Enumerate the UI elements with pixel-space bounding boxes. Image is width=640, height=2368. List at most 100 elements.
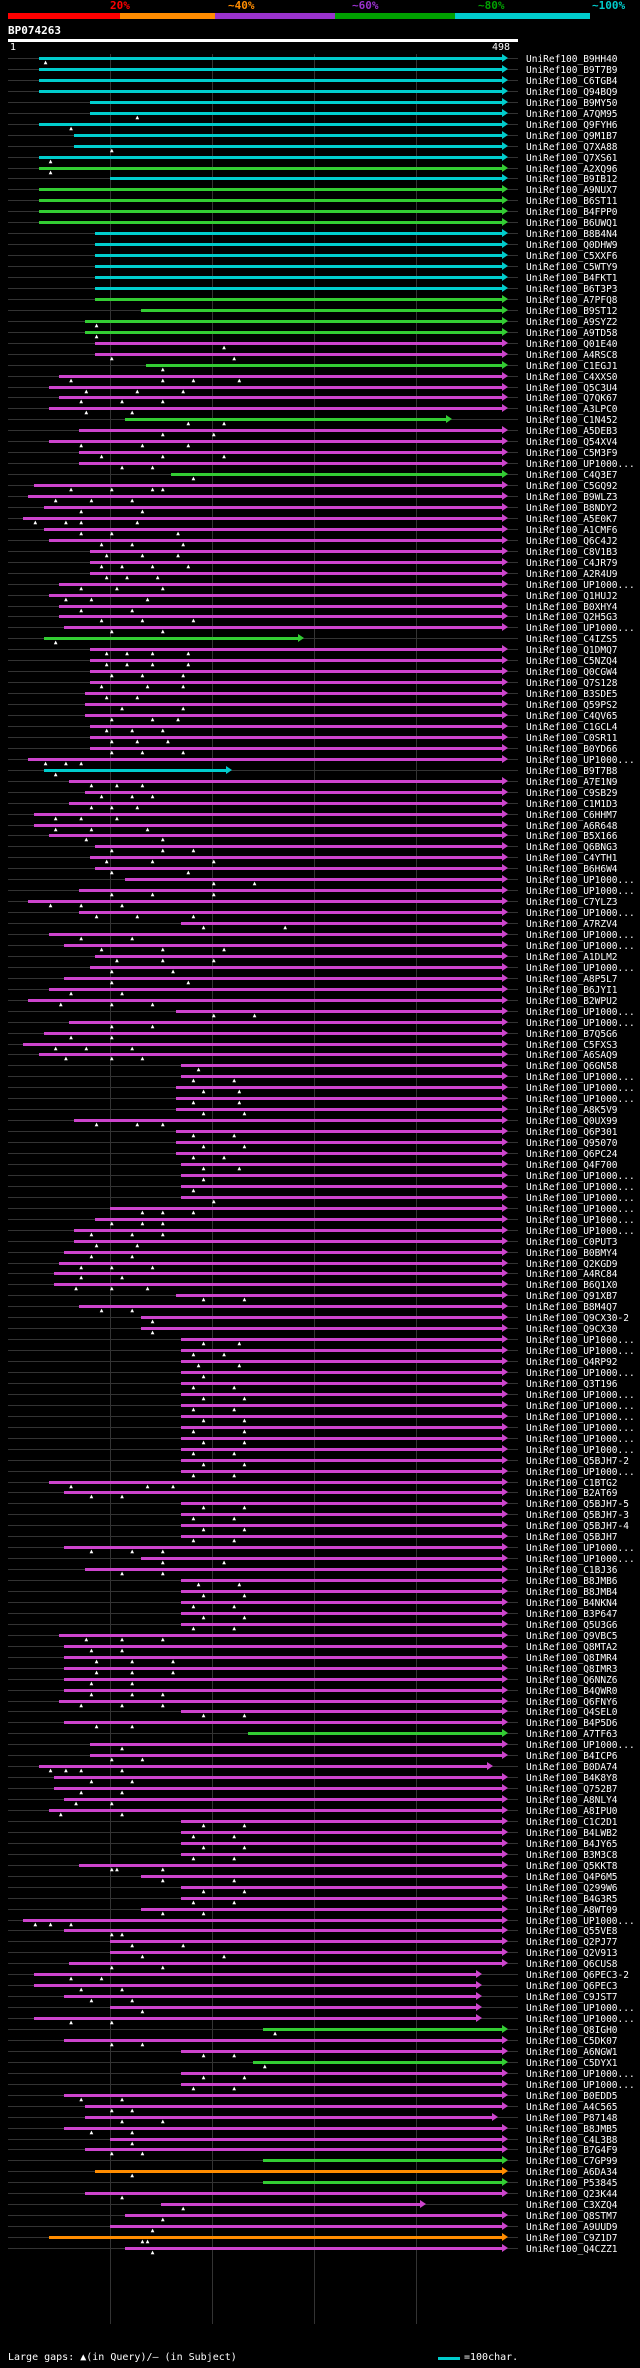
hit-row[interactable]: ▲ ▲ ▲ UniRef100_UP1000... xyxy=(0,940,640,952)
hit-label[interactable]: UniRef100_B4P5D6 xyxy=(526,1718,618,1730)
hit-row[interactable]: ▲ ▲ UniRef100_Q2PJ77 xyxy=(0,1937,640,1949)
hit-label[interactable]: UniRef100_UP1000... xyxy=(526,1422,635,1434)
hit-row[interactable]: UniRef100_B4FKT1 xyxy=(0,273,640,284)
hit-row[interactable]: ▲ ▲ UniRef100_B4P5D6 xyxy=(0,1718,640,1730)
hit-row[interactable]: ▲ ▲ ▲ UniRef100_UP1000... xyxy=(0,1203,640,1215)
hit-row[interactable]: ▲ ▲ UniRef100_A4C565 xyxy=(0,2101,640,2113)
hit-label[interactable]: UniRef100_Q4CZZ1 xyxy=(526,2244,618,2255)
hit-row[interactable]: ▲ ▲ UniRef100_UP1000... xyxy=(0,962,640,974)
hit-label[interactable]: UniRef100_A3LPC0 xyxy=(526,404,618,416)
hit-label[interactable]: UniRef100_Q7QK67 xyxy=(526,393,618,405)
hit-label[interactable]: UniRef100_UP1000... xyxy=(526,579,635,591)
hit-row[interactable]: ▲ ▲ ▲ ▲ UniRef100_Q1DMQ7 xyxy=(0,645,640,657)
hit-row[interactable]: UniRef100_C7GP99 xyxy=(0,2156,640,2167)
hit-label[interactable]: UniRef100_C1BTG2 xyxy=(526,1477,618,1489)
hit-row[interactable]: ▲ ▲ UniRef100_UP1000... xyxy=(0,1411,640,1423)
hit-row[interactable]: UniRef100_Q9M1B7 xyxy=(0,130,640,142)
hit-label[interactable]: UniRef100_UP1000... xyxy=(526,1181,635,1193)
hit-label[interactable]: UniRef100_UP1000... xyxy=(526,962,635,974)
hit-label[interactable]: UniRef100_B7G4F9 xyxy=(526,2145,618,2157)
hit-label[interactable]: UniRef100_B8JMB6 xyxy=(526,1576,618,1588)
hit-label[interactable]: UniRef100_UP1000... xyxy=(526,908,635,920)
hit-row[interactable]: ▲ ▲ UniRef100_UP1000... xyxy=(0,875,640,887)
hit-label[interactable]: UniRef100_Q2KGD9 xyxy=(526,1258,618,1270)
hit-label[interactable]: UniRef100_C4Q3E7 xyxy=(526,470,618,482)
hit-label[interactable]: UniRef100_Q7XS61 xyxy=(526,152,618,164)
hit-row[interactable]: ▲ ▲ UniRef100_A3LPC0 xyxy=(0,404,640,416)
hit-label[interactable]: UniRef100_C1N452 xyxy=(526,415,618,427)
hit-row[interactable]: ▲ ▲ UniRef100_UP1000... xyxy=(0,1389,640,1401)
hit-row[interactable]: ▲ ▲ UniRef100_P87148 xyxy=(0,2112,640,2124)
hit-row[interactable]: ▲ ▲ ▲ UniRef100_Q7QK67 xyxy=(0,393,640,405)
hit-label[interactable]: UniRef100_Q6C4J2 xyxy=(526,535,618,547)
hit-row[interactable]: ▲ ▲ UniRef100_A6NGW1 xyxy=(0,2046,640,2058)
hit-row[interactable]: ▲ UniRef100_UP1000... xyxy=(0,1740,640,1752)
hit-row[interactable]: ▲ UniRef100_A6DA34 xyxy=(0,2167,640,2179)
hit-row[interactable]: ▲ UniRef100_C4L3B8 xyxy=(0,2134,640,2146)
hit-row[interactable]: ▲ ▲ ▲ ▲ UniRef100_C5NZQ4 xyxy=(0,656,640,668)
hit-label[interactable]: UniRef100_B8M4Q7 xyxy=(526,1302,618,1314)
hit-label[interactable]: UniRef100_B9T7B8 xyxy=(526,765,618,777)
hit-row[interactable]: ▲ ▲ ▲ ▲ UniRef100_C4JR79 xyxy=(0,557,640,569)
hit-row[interactable]: ▲ ▲ ▲ UniRef100_Q2KGD9 xyxy=(0,1258,640,1270)
hit-row[interactable]: ▲ ▲ UniRef100_Q5BJH7-4 xyxy=(0,1521,640,1533)
hit-row[interactable]: ▲ ▲ ▲ UniRef100_C6HHM7 xyxy=(0,809,640,821)
hit-label[interactable]: UniRef100_P53845 xyxy=(526,2178,618,2190)
hit-row[interactable]: UniRef100_A7TF63 xyxy=(0,1729,640,1740)
hit-label[interactable]: UniRef100_Q6PEC3-2 xyxy=(526,1970,629,1982)
hit-label[interactable]: UniRef100_B0EDD5 xyxy=(526,2090,618,2102)
hit-label[interactable]: UniRef100_A8NLY4 xyxy=(526,1795,618,1807)
hit-label[interactable]: UniRef100_A9NUX7 xyxy=(526,185,618,197)
hit-label[interactable]: UniRef100_UP1000... xyxy=(526,1192,635,1204)
hit-row[interactable]: ▲ ▲ ▲ UniRef100_A6SAQ9 xyxy=(0,1050,640,1062)
hit-row[interactable]: ▲ ▲ ▲ UniRef100_B4QWR0 xyxy=(0,1685,640,1697)
hit-row[interactable]: ▲ ▲ UniRef100_Q6NNZ6 xyxy=(0,1674,640,1686)
hit-row[interactable]: ▲ ▲ ▲ UniRef100_A7E1N9 xyxy=(0,776,640,788)
hit-row[interactable]: ▲ ▲ UniRef100_C1C2D1 xyxy=(0,1816,640,1828)
hit-label[interactable]: UniRef100_Q2H5G3 xyxy=(526,612,618,624)
hit-row[interactable]: UniRef100_B9T7B9 xyxy=(0,64,640,76)
hit-row[interactable]: ▲ UniRef100_Q7XA88 xyxy=(0,141,640,153)
hit-row[interactable]: ▲ UniRef100_Q9CX30 xyxy=(0,1324,640,1336)
hit-label[interactable]: UniRef100_B3SDE5 xyxy=(526,689,618,701)
hit-label[interactable]: UniRef100_Q9CX30 xyxy=(526,1324,618,1336)
hit-label[interactable]: UniRef100_Q6P301 xyxy=(526,1127,618,1139)
hit-label[interactable]: UniRef100_Q59PS2 xyxy=(526,700,618,712)
hit-label[interactable]: UniRef100_UP1000... xyxy=(526,1915,635,1927)
hit-label[interactable]: UniRef100_A8IPU0 xyxy=(526,1806,618,1817)
hit-row[interactable]: ▲ ▲ UniRef100_B6JYI1 xyxy=(0,984,640,996)
hit-label[interactable]: UniRef100_Q1DMQ7 xyxy=(526,645,618,657)
hit-row[interactable]: ▲ ▲ ▲ UniRef100_Q9VBC5 xyxy=(0,1630,640,1642)
hit-label[interactable]: UniRef100_C5NZQ4 xyxy=(526,656,618,668)
hit-row[interactable]: ▲ ▲ UniRef100_B8JMB5 xyxy=(0,2123,640,2135)
hit-label[interactable]: UniRef100_Q8IMR3 xyxy=(526,1663,618,1675)
hit-row[interactable]: ▲ ▲ UniRef100_A4RSC8 xyxy=(0,349,640,361)
hit-label[interactable]: UniRef100_B5X166 xyxy=(526,831,618,843)
hit-row[interactable]: ▲ ▲ UniRef100_Q6CUS8 xyxy=(0,1959,640,1971)
hit-row[interactable]: ▲ ▲ UniRef100_B4K8Y8 xyxy=(0,1773,640,1785)
hit-label[interactable]: UniRef100_UP1000... xyxy=(526,459,635,471)
hit-label[interactable]: UniRef100_C9Z1D7 xyxy=(526,2233,618,2245)
hit-label[interactable]: UniRef100_UP1000... xyxy=(526,1006,635,1018)
hit-row[interactable]: ▲ ▲ ▲ UniRef100_C4QV65 xyxy=(0,711,640,723)
hit-label[interactable]: UniRef100_C5DYX1 xyxy=(526,2057,618,2069)
hit-row[interactable]: ▲ ▲ UniRef100_Q5BJH7-3 xyxy=(0,1510,640,1522)
hit-row[interactable]: ▲ ▲ UniRef100_B6H6W4 xyxy=(0,864,640,876)
hit-label[interactable]: UniRef100_UP1000... xyxy=(526,2068,635,2080)
hit-row[interactable]: ▲ ▲ UniRef100_B0BMY4 xyxy=(0,1247,640,1259)
hit-label[interactable]: UniRef100_C4L3B8 xyxy=(526,2134,618,2146)
hit-label[interactable]: UniRef100_UP1000... xyxy=(526,1554,635,1566)
hit-row[interactable]: ▲ ▲ UniRef100_Q91XB7 xyxy=(0,1291,640,1303)
hit-row[interactable]: ▲ ▲ UniRef100_Q55VE8 xyxy=(0,1926,640,1938)
hit-label[interactable]: UniRef100_A4RC84 xyxy=(526,1269,618,1281)
hit-row[interactable]: ▲ UniRef100_C4Q3E7 xyxy=(0,470,640,482)
hit-label[interactable]: UniRef100_A9SYZ2 xyxy=(526,316,618,328)
hit-label[interactable]: UniRef100_B4NKN4 xyxy=(526,1597,618,1609)
hit-label[interactable]: UniRef100_Q299W6 xyxy=(526,1882,618,1894)
hit-row[interactable]: ▲ UniRef100_UP1000... xyxy=(0,1170,640,1182)
hit-label[interactable]: UniRef100_UP1000... xyxy=(526,1740,635,1752)
hit-row[interactable]: ▲ ▲ ▲ UniRef100_Q8IMR3 xyxy=(0,1663,640,1675)
hit-label[interactable]: UniRef100_B8JMB5 xyxy=(526,2123,618,2135)
hit-row[interactable]: ▲ ▲ UniRef100_B5X166 xyxy=(0,831,640,843)
hit-label[interactable]: UniRef100_Q752B7 xyxy=(526,1784,618,1796)
